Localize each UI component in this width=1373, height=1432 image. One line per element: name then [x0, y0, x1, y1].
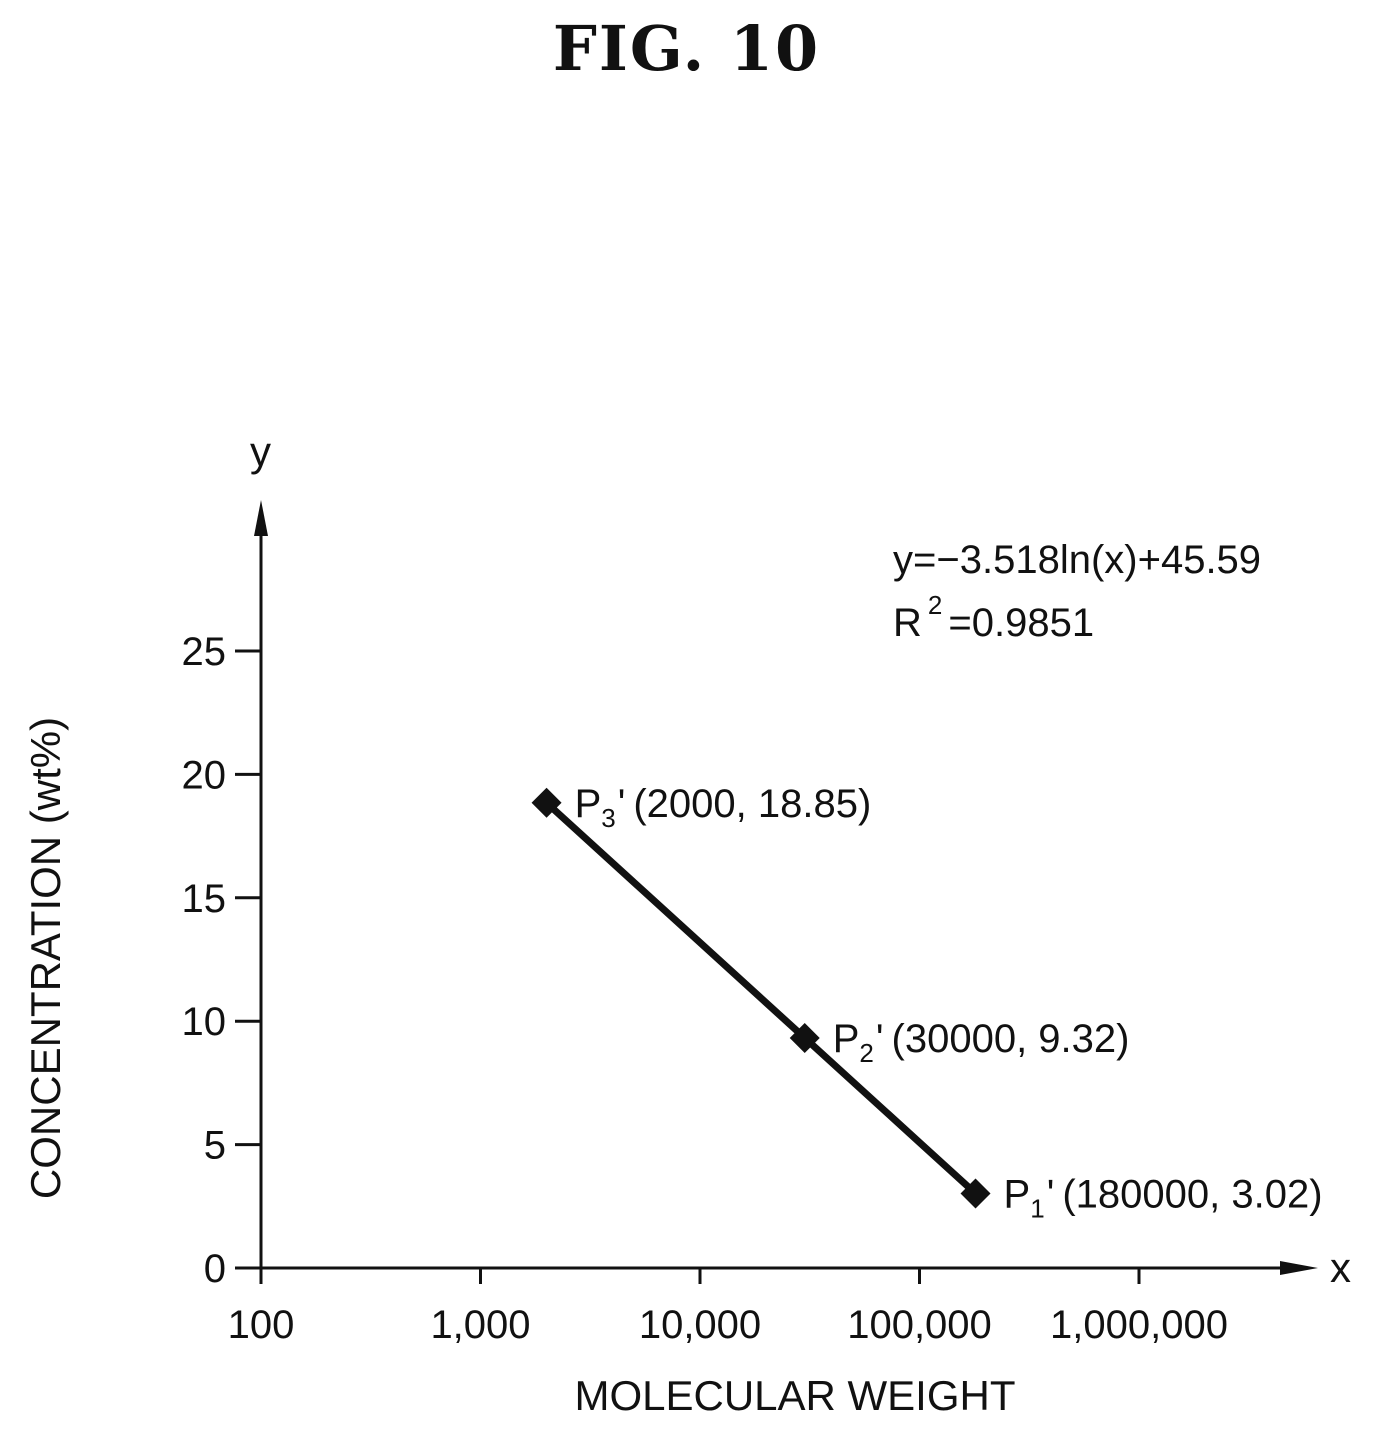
x-axis-arrow — [1280, 1261, 1318, 1275]
point-prime: ' — [618, 782, 626, 826]
figure-title: FIG. 10 — [552, 12, 821, 85]
data-point-marker — [960, 1178, 991, 1209]
point-coordinates: (180000, 3.02) — [1062, 1172, 1322, 1216]
data-point-label: P1' (180000, 3.02) — [1004, 1172, 1323, 1223]
trendline-group — [544, 800, 978, 1197]
point-name: P — [833, 1017, 860, 1061]
x-tick-label: 1,000,000 — [1050, 1303, 1228, 1347]
y-ticks-group: 0 5 10 15 20 25 — [182, 630, 261, 1291]
y-tick-label: 15 — [182, 877, 227, 921]
x-tick-label: 100 — [228, 1303, 295, 1347]
trendline — [544, 800, 978, 1197]
point-coordinates: (30000, 9.32) — [892, 1017, 1130, 1061]
r-squared-prefix: R — [893, 601, 922, 645]
y-axis-title: CONCENTRATION (wt%) — [22, 717, 69, 1199]
point-coordinates: (2000, 18.85) — [633, 782, 871, 826]
r-squared-value: =0.9851 — [948, 601, 1094, 645]
data-point-label: P3' (2000, 18.85) — [575, 782, 872, 833]
r-squared-exponent: 2 — [928, 590, 942, 620]
x-axis-symbol: x — [1330, 1244, 1351, 1291]
y-axis-symbol: y — [250, 428, 271, 475]
y-tick-label: 20 — [182, 753, 227, 797]
data-point-marker — [789, 1022, 820, 1053]
x-tick-label: 1,000 — [430, 1303, 530, 1347]
y-tick-label: 10 — [182, 1000, 227, 1044]
points-group: P3' (2000, 18.85)P2' (30000, 9.32)P1' (1800… — [531, 782, 1323, 1223]
x-tick-label: 10,000 — [639, 1303, 761, 1347]
point-subscript: 1 — [1030, 1193, 1044, 1223]
point-name: P — [1004, 1172, 1031, 1216]
point-prime: ' — [1047, 1172, 1055, 1216]
y-tick-label: 25 — [182, 630, 227, 674]
trendline-equation: y=−3.518ln(x)+45.59 — [893, 538, 1261, 582]
x-axis-title: MOLECULAR WEIGHT — [574, 1372, 1015, 1419]
point-prime: ' — [876, 1017, 884, 1061]
data-point-marker — [531, 787, 562, 818]
y-axis-arrow — [254, 500, 268, 536]
x-ticks-group: 100 1,000 10,000 100,000 1,000,000 — [228, 1268, 1228, 1347]
x-tick-label: 100,000 — [847, 1303, 992, 1347]
point-subscript: 2 — [859, 1038, 873, 1068]
y-tick-label: 5 — [204, 1124, 226, 1168]
y-tick-label: 0 — [204, 1247, 226, 1291]
data-point-label: P2' (30000, 9.32) — [833, 1017, 1130, 1068]
point-name: P — [575, 782, 602, 826]
point-subscript: 3 — [601, 803, 615, 833]
r-squared-label: R 2 =0.9851 — [893, 590, 1094, 645]
